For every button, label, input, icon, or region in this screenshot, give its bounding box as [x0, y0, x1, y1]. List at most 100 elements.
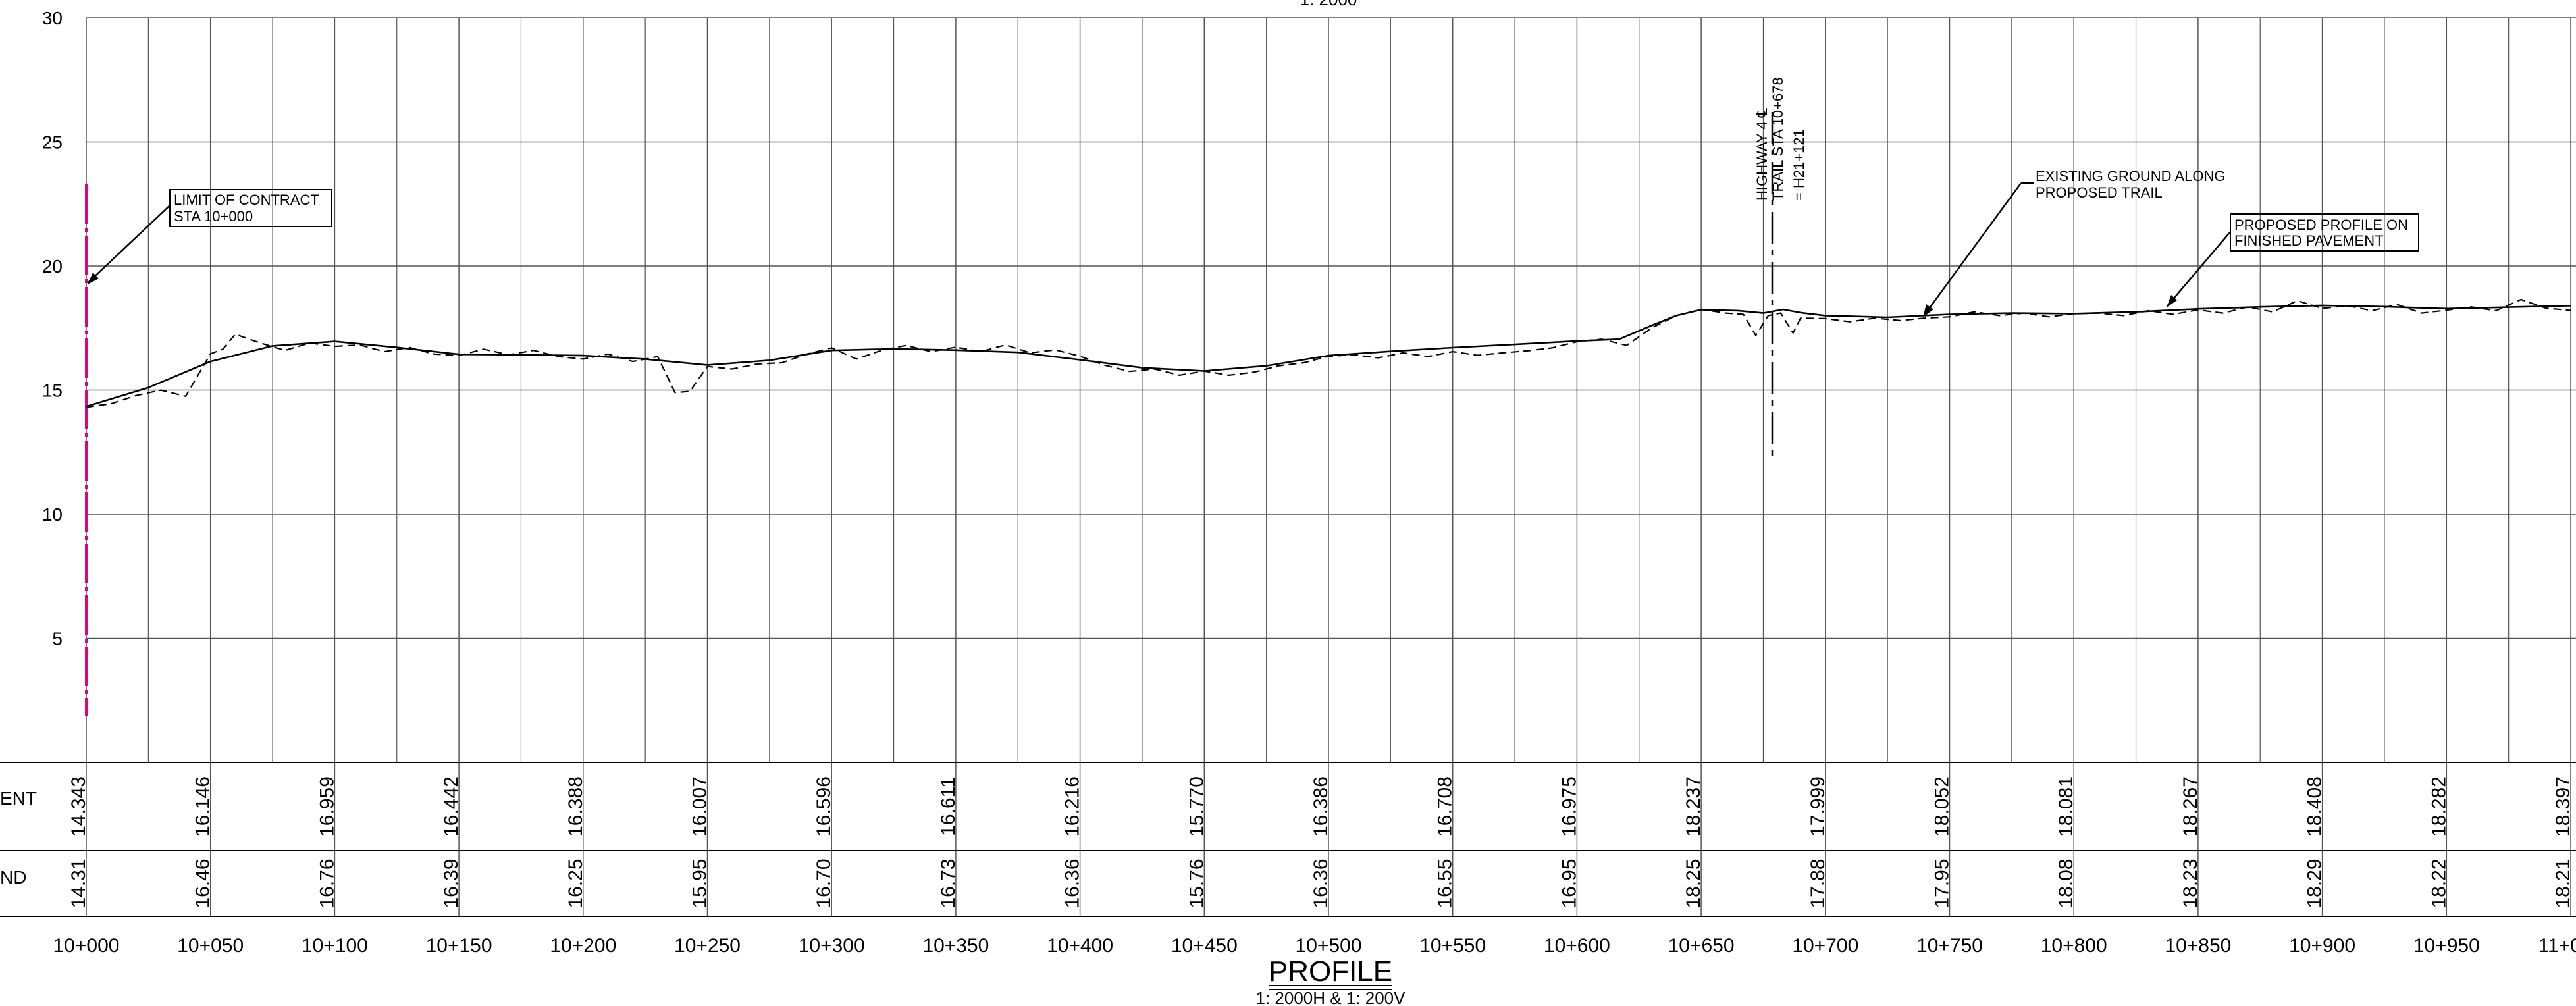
- station-label: 10+750: [1916, 935, 1983, 957]
- ground-elevation-label: 17.88: [1807, 859, 1829, 908]
- ground-elevation-label: 16.55: [1434, 859, 1456, 908]
- finished-elevation-label: 16.146: [192, 776, 214, 837]
- limit-callout-line1: LIMIT OF CONTRACT: [174, 192, 319, 208]
- ground-elevation-label: 14.31: [68, 859, 90, 908]
- limit-callout-line2: STA 10+000: [174, 208, 253, 225]
- proposed-profile-callout: PROPOSED PROFILE ON FINISHED PAVEMENT: [2167, 213, 2419, 307]
- station-label: 11+000: [2538, 935, 2576, 957]
- finished-elevation-label: 16.388: [565, 776, 587, 837]
- finished-elevation-label: 16.959: [316, 776, 338, 837]
- proposed-profile-box: [2230, 213, 2419, 252]
- ground-elevation-label: 16.36: [1310, 859, 1332, 908]
- finished-elevation-label: 16.007: [689, 776, 711, 837]
- ground-elevation-label: 16.36: [1062, 859, 1084, 908]
- finished-elevation-label: 16.596: [813, 776, 835, 837]
- elevation-tick-label: 20: [42, 256, 63, 277]
- station-label: 10+100: [302, 935, 368, 957]
- station-label: 10+150: [426, 935, 492, 957]
- proposed-profile-line1: PROPOSED PROFILE ON: [2234, 217, 2408, 233]
- ground-elevation-label: 16.73: [937, 859, 959, 908]
- finished-elevation-label: 18.267: [2180, 776, 2201, 837]
- highway-label-line2: TRAIL STA 10+678: [1770, 77, 1786, 201]
- finished-elevation-label: 15.770: [1186, 776, 1207, 837]
- finished-elevation-label: 18.237: [1683, 776, 1704, 837]
- ground-elevation-label: 17.95: [1932, 859, 1953, 908]
- finished-elevation-label: 18.052: [1932, 776, 1953, 837]
- finished-elevation-label: 18.408: [2304, 776, 2326, 837]
- finished-elevation-label: 16.386: [1310, 776, 1332, 837]
- ground-elevation-label: 15.76: [1186, 859, 1207, 908]
- profile-scale-note: 1: 2000H & 1: 200V: [1256, 988, 1406, 1006]
- ground-elevation-label: 16.39: [440, 859, 462, 908]
- ground-elevation-labels: 14.31 16.46 16.76 16.39 16.25 15.95 16.70 16.73…: [68, 859, 2574, 908]
- ground-elevation-label: 16.25: [565, 859, 587, 908]
- station-label: 10+350: [922, 935, 989, 957]
- elevation-tick-label: 10: [42, 504, 63, 525]
- proposed-profile-leader: [2167, 231, 2231, 307]
- finished-elevation-label: 16.442: [440, 776, 462, 837]
- station-labels: 10+000 10+050 10+100 10+150 10+200 10+250 10+3…: [53, 935, 2576, 957]
- finished-elevation-label: 17.999: [1807, 776, 1829, 837]
- elevation-tick-label: 5: [52, 629, 63, 649]
- ground-elevation-label: 16.70: [813, 859, 835, 908]
- elevation-tick-label: 30: [42, 8, 63, 28]
- ground-elevation-label: 16.95: [1558, 859, 1580, 908]
- station-label: 10+600: [1544, 935, 1610, 957]
- elevation-tick-label: 25: [42, 132, 63, 153]
- existing-ground-callout: EXISTING GROUND ALONG PROPOSED TRAIL: [1922, 168, 2226, 317]
- limit-leader-arrowhead: [88, 273, 99, 284]
- finished-elevation-label: 18.397: [2552, 776, 2574, 837]
- ground-elevation-label: 15.95: [689, 859, 711, 908]
- proposed-profile-line: [86, 304, 2571, 408]
- highway-crossing-marker: HIGHWAY 4 ℄ TRAIL STA 10+678 = H21+121: [1754, 77, 1807, 461]
- elevation-axis-labels: 5 10 15 20 25 30: [42, 8, 63, 649]
- finished-elevation-label: 18.282: [2428, 776, 2450, 837]
- existing-ground-line2: PROPOSED TRAIL: [2036, 184, 2163, 201]
- ground-elevation-label: 18.21: [2552, 859, 2574, 908]
- station-label: 10+200: [550, 935, 616, 957]
- ground-elev-row-label: ND: [0, 867, 26, 887]
- ground-elevation-label: 16.46: [192, 859, 214, 908]
- limit-callout-box: [169, 189, 332, 227]
- finished-elevation-labels: 14.343 16.146 16.959 16.442 16.388 16.007 16.5…: [68, 776, 2574, 837]
- finished-elevation-label: 16.708: [1434, 776, 1456, 837]
- ground-elevation-label: 18.08: [2055, 859, 2077, 908]
- station-label: 10+000: [53, 935, 120, 957]
- elevation-tick-label: 15: [42, 381, 63, 401]
- station-label: 10+050: [177, 935, 244, 957]
- finished-elevation-label: 16.975: [1558, 776, 1580, 837]
- station-label: 10+850: [2165, 935, 2231, 957]
- profile-title: PROFILE: [1269, 955, 1392, 988]
- ground-elevation-label: 18.25: [1683, 859, 1704, 908]
- station-label: 10+900: [2289, 935, 2355, 957]
- station-label: 10+550: [1419, 935, 1486, 957]
- station-label: 10+950: [2413, 935, 2480, 957]
- station-label: 10+400: [1047, 935, 1113, 957]
- profile-grid: [86, 17, 2576, 916]
- highway-label-line1: HIGHWAY 4 ℄: [1754, 107, 1770, 201]
- limit-leader-line: [87, 205, 171, 284]
- finished-elev-row-label: ENT: [0, 788, 37, 808]
- profile-series: [86, 298, 2571, 408]
- station-label: 10+500: [1296, 935, 1362, 957]
- limit-of-contract-callout: LIMIT OF CONTRACT STA 10+000: [87, 189, 332, 284]
- ground-elevation-label: 18.29: [2304, 859, 2326, 908]
- ground-elevation-label: 16.76: [316, 859, 338, 908]
- elevation-table: [0, 762, 2576, 917]
- top-scale-note: 1: 2000: [1300, 0, 1357, 9]
- finished-elevation-label: 18.081: [2055, 776, 2077, 837]
- station-label: 10+250: [674, 935, 741, 957]
- station-label: 10+300: [799, 935, 865, 957]
- station-label: 10+700: [1792, 935, 1858, 957]
- existing-ground-line1: EXISTING GROUND ALONG: [2036, 168, 2226, 184]
- existing-ground-line: [86, 298, 2571, 408]
- highway-label-line3: = H21+121: [1791, 129, 1807, 201]
- existing-ground-arrowhead: [1923, 304, 1933, 317]
- finished-elevation-label: 14.343: [68, 776, 90, 837]
- finished-elevation-label: 16.216: [1062, 776, 1084, 837]
- existing-ground-leader: [1922, 182, 2022, 317]
- station-label: 10+450: [1171, 935, 1238, 957]
- finished-elevation-label: 16.611: [937, 777, 959, 836]
- station-label: 10+800: [2041, 935, 2107, 957]
